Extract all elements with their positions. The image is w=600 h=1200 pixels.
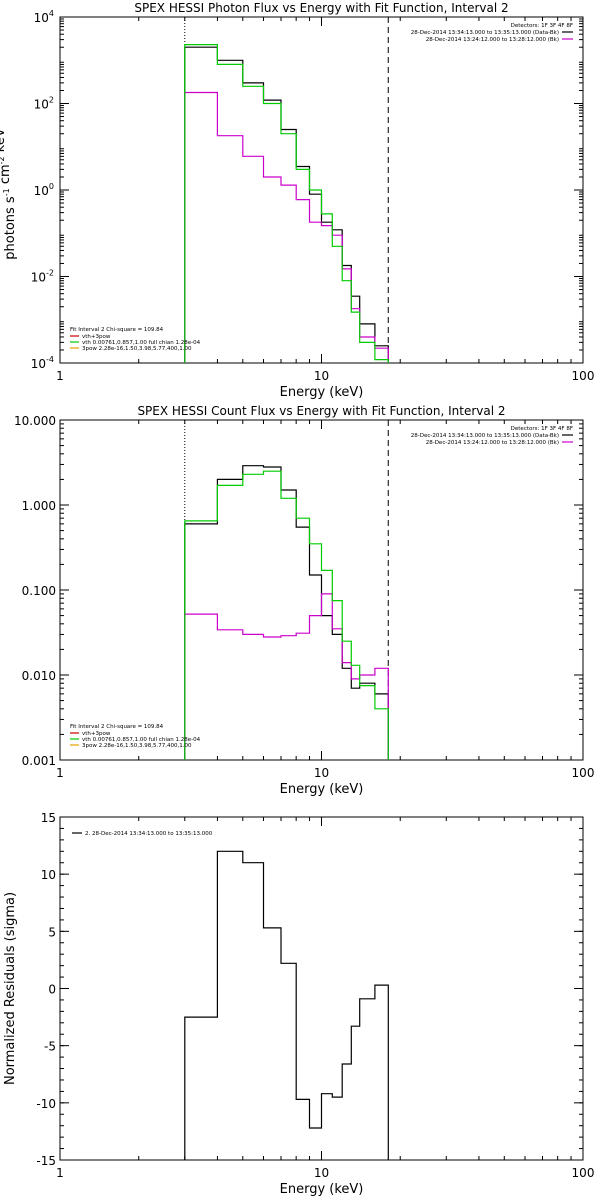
series-3-steps [184, 44, 389, 363]
series-1-steps [184, 850, 389, 1160]
y-tick-exponent: 2 [49, 96, 54, 105]
fit-legend-entry: 3pow 2.28e-16,1.50,3.98,5.77,400,1.00 [82, 743, 192, 749]
y-tick-exponent: -2 [46, 269, 54, 278]
y-axis-label: photons s-1 cm-2 keV-1 [0, 120, 18, 259]
x-tick-label: 100 [572, 369, 595, 383]
y-tick-label: 100 [34, 182, 54, 198]
y-tick-base: 10 [31, 271, 46, 285]
ylabel-exponent: -2 [0, 156, 6, 164]
fit-legend-entry: vth 0.00761,0.857,1.00 full chian 1.28e-… [82, 340, 201, 346]
y-tick-base: 10 [31, 357, 46, 371]
fit-legend-entry: vth+3pow [82, 334, 111, 340]
y-tick-label: 104 [34, 9, 54, 25]
y-tick-exponent: 4 [49, 9, 54, 18]
fit-legend-header: Fit Interval 2 Chi-square = 109.84 [70, 724, 164, 730]
ylabel-exponent: -1 [2, 188, 11, 196]
y-tick-label: 15 [41, 811, 56, 825]
ylabel-part: photons s [3, 196, 18, 260]
x-tick-label: 10 [314, 766, 329, 780]
x-tick-label: 10 [314, 1166, 329, 1180]
ylabel-exponent: -1 [0, 120, 1, 128]
fit-legend-header: Fit Interval 2 Chi-square = 109.84 [70, 327, 164, 333]
chart-title: SPEX HESSI Count Flux vs Energy with Fit… [137, 404, 505, 418]
y-tick-label: -5 [44, 1040, 56, 1054]
series-1-steps [184, 46, 389, 363]
series-1-steps [184, 465, 389, 760]
y-tick-label: 10.000 [14, 414, 56, 428]
series-2-steps [184, 593, 389, 760]
fit-legend-entry: vth 0.00761,0.857,1.00 full chian 1.28e-… [82, 737, 201, 743]
y-axis-label: Normalized Residuals (sigma) [3, 892, 18, 1085]
y-tick-label: -15 [36, 1154, 56, 1168]
x-tick-label: 10 [314, 369, 329, 383]
y-tick-exponent: 0 [49, 182, 54, 191]
y-tick-label: 10-4 [31, 355, 54, 371]
series-2-steps [184, 91, 389, 363]
chart-panel-3: 1 10 100 Energy (keV) -15 -10 -5 0 5 10 15 Normaliz… [3, 811, 594, 1197]
x-tick-label: 1 [56, 1166, 64, 1180]
legend-entry: 28-Dec-2014 13:24:12.000 to 13:28:12.000… [426, 37, 559, 43]
y-tick-base: 10 [34, 184, 49, 198]
y-tick-label: 102 [34, 96, 54, 112]
legend-entry: 28-Dec-2014 13:34:13.000 to 13:35:13.000… [411, 30, 559, 36]
legend-entry: 28-Dec-2014 13:34:13.000 to 13:35:13.000… [411, 433, 559, 439]
chart-title: SPEX HESSI Photon Flux vs Energy with Fi… [134, 1, 508, 15]
y-tick-base: 10 [34, 98, 49, 112]
series-3-steps [184, 470, 389, 760]
x-axis-label: Energy (keV) [280, 385, 364, 400]
y-tick-label: -10 [36, 1097, 56, 1111]
chart-panel-1: SPEX HESSI Photon Flux vs Energy with Fi… [0, 1, 594, 400]
chart-panel-2: SPEX HESSI Count Flux vs Energy with Fit… [14, 404, 594, 797]
y-tick-label: 0 [48, 983, 56, 997]
y-tick-label: 0.100 [22, 584, 56, 598]
y-tick-label: 0.010 [22, 669, 56, 683]
legend-title: Detectors: 1F 3F 4F 8F [511, 23, 573, 29]
y-tick-label: 5 [48, 925, 56, 939]
legend-entry: 28-Dec-2014 13:24:12.000 to 13:28:12.000… [426, 440, 559, 446]
x-tick-label: 100 [572, 1166, 595, 1180]
x-tick-label: 1 [56, 369, 64, 383]
x-axis-label: Energy (keV) [280, 1182, 364, 1197]
y-tick-exponent: -4 [46, 355, 54, 364]
ylabel-part: cm [0, 164, 13, 188]
legend-title: Detectors: 1F 3F 4F 8F [511, 426, 573, 432]
x-axis-label: Energy (keV) [280, 782, 364, 797]
fit-legend-entry: vth+3pow [82, 731, 111, 737]
legend-entry: 2. 28-Dec-2014 13:34:13.000 to 13:35:13.… [85, 831, 213, 837]
y-tick-label: 10-2 [31, 269, 54, 285]
x-tick-label: 100 [572, 766, 595, 780]
ylabel-part: keV [0, 128, 8, 156]
fit-legend-entry: 3pow 2.28e-16,1.50,3.98,5.77,400,1.00 [82, 346, 192, 352]
y-tick-label: 1.000 [22, 499, 56, 513]
y-tick-label: 0.001 [22, 754, 56, 768]
y-tick-base: 10 [34, 11, 49, 25]
x-tick-label: 1 [56, 766, 64, 780]
y-tick-label: 10 [41, 868, 56, 882]
